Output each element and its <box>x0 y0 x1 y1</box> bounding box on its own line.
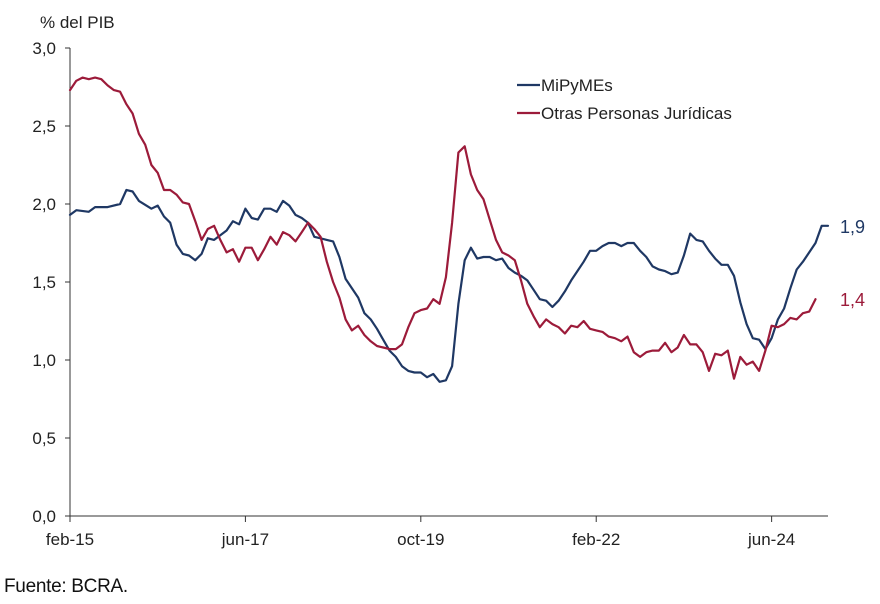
y-tick-label: 1,0 <box>32 351 56 370</box>
end-label-otras-personas-juridicas: 1,4 <box>840 290 865 310</box>
y-tick-label: 0,5 <box>32 429 56 448</box>
source-note: Fuente: BCRA. <box>4 576 128 597</box>
y-tick-label: 3,0 <box>32 39 56 58</box>
legend-label: Otras Personas Jurídicas <box>541 104 732 123</box>
x-tick-label: oct-19 <box>397 530 444 549</box>
y-tick-label: 1,5 <box>32 273 56 292</box>
y-axis-unit-label: % del PIB <box>40 13 115 32</box>
end-labels: 1,9 1,4 <box>840 217 865 310</box>
series-lines <box>68 76 830 383</box>
y-tick-label: 2,0 <box>32 195 56 214</box>
end-label-mipymes: 1,9 <box>840 217 865 237</box>
y-axis: 0,0 0,5 1,0 1,5 2,0 2,5 3,0 <box>32 39 71 526</box>
x-axis: feb-15 jun-17 oct-19 feb-22 jun-24 <box>46 515 828 549</box>
y-tick-label: 2,5 <box>32 117 56 136</box>
y-tick-label: 0,0 <box>32 507 56 526</box>
x-tick-label: feb-22 <box>572 530 620 549</box>
series-line-otras-personas-juridicas <box>68 76 817 380</box>
x-tick-label: jun-24 <box>747 530 795 549</box>
legend-label: MiPyMEs <box>541 76 613 95</box>
x-tick-label: feb-15 <box>46 530 94 549</box>
x-tick-label: jun-17 <box>221 530 269 549</box>
legend: MiPyMEs Otras Personas Jurídicas <box>517 76 732 123</box>
series-line-mipymes <box>68 188 830 383</box>
